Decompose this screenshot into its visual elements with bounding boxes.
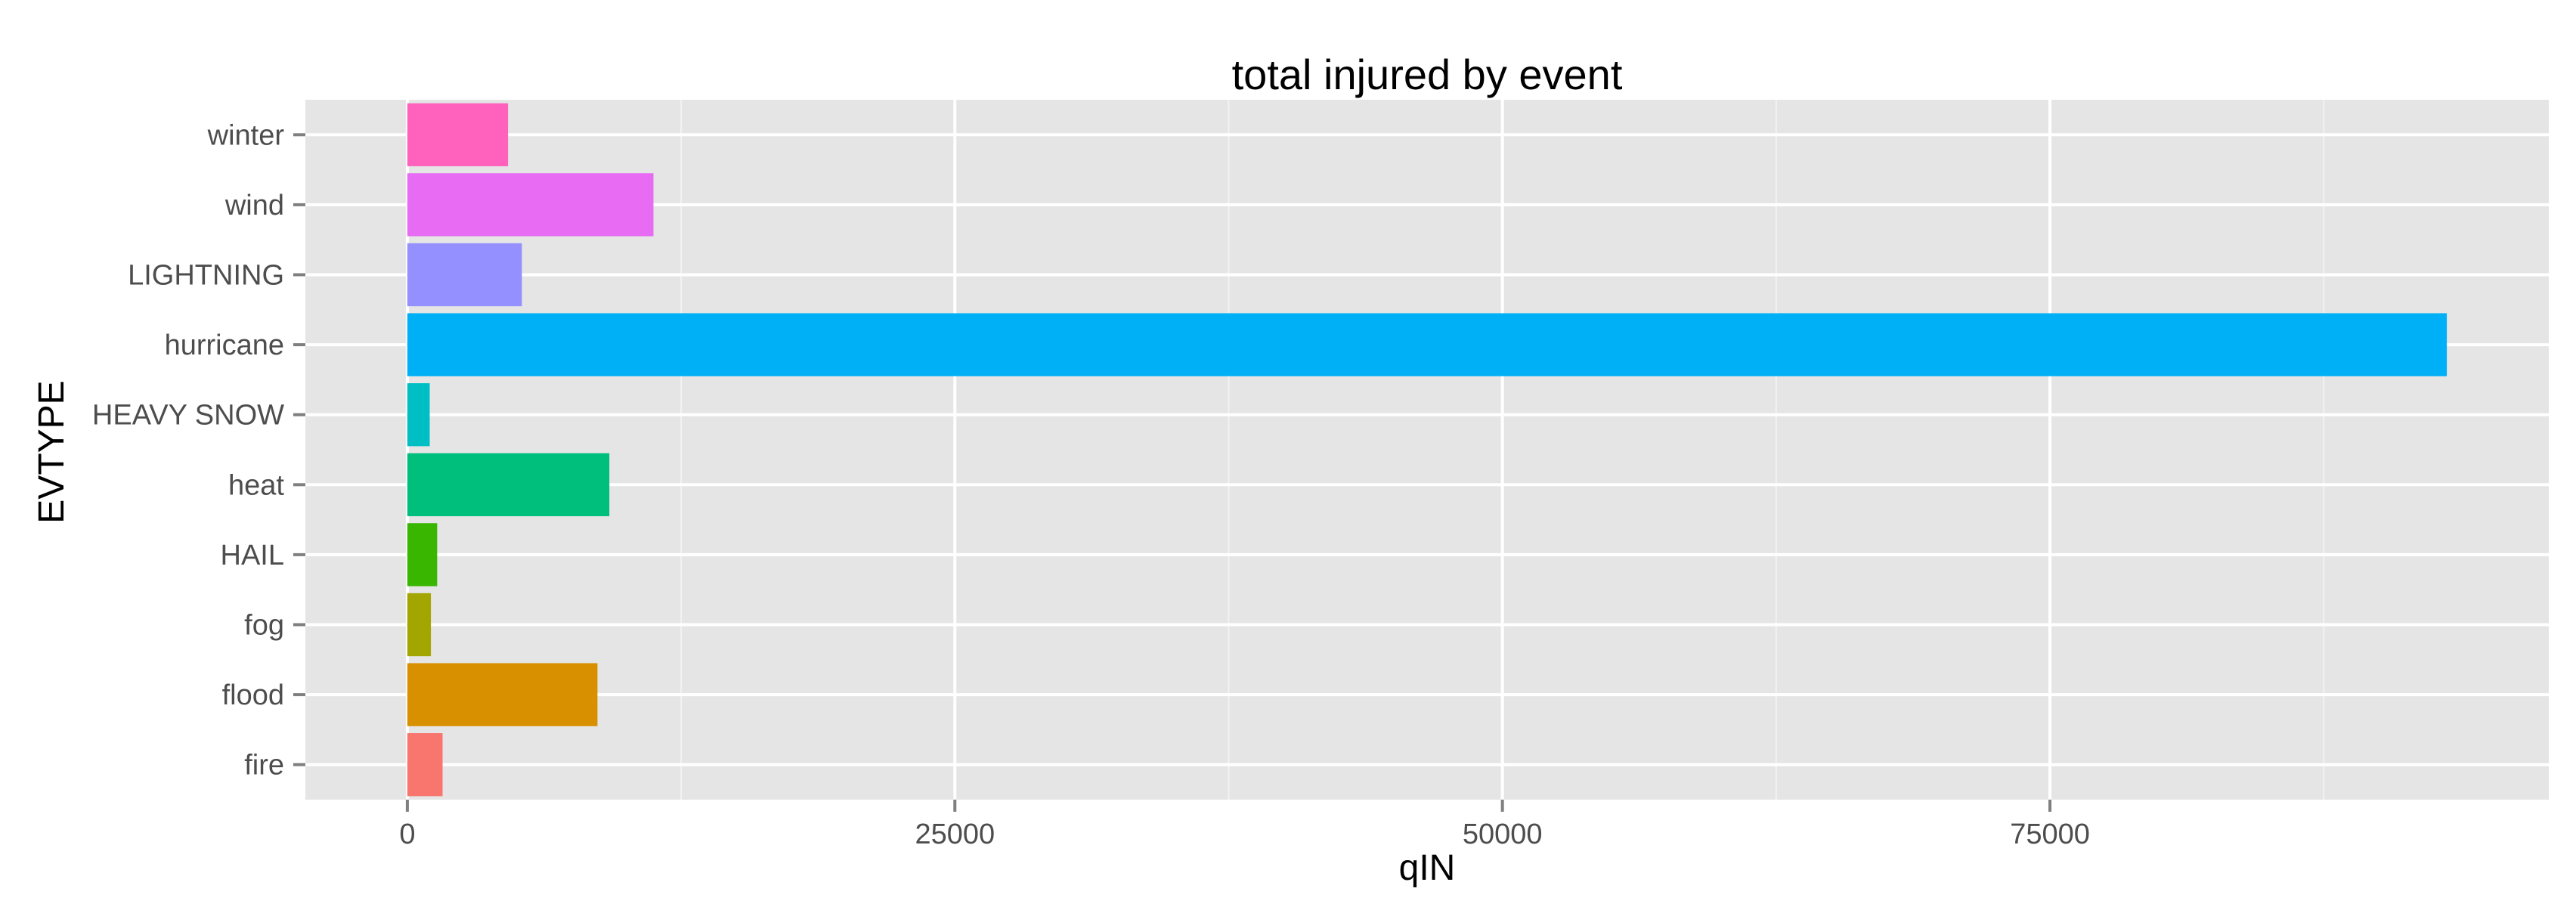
bar-winter [407, 103, 509, 166]
y-axis-title: EVTYPE [32, 380, 72, 523]
y-tick-label: winter [207, 119, 285, 151]
x-tick-label: 25000 [915, 819, 995, 850]
y-tick-label: HAIL [221, 540, 284, 571]
plot-background [305, 100, 2549, 800]
y-axis-ticks: fire flood fog HAIL heat HEAVY SNOW hurricane L… [92, 119, 305, 782]
bar-hurricane [407, 313, 2448, 376]
x-tick-label: 50000 [1463, 819, 1543, 850]
y-tick-label: LIGHTNING [128, 260, 284, 292]
y-tick-label: fog [244, 610, 284, 642]
bar-hail [407, 523, 438, 587]
x-axis-title: qIN [1399, 848, 1456, 888]
chart-title: total injured by event [1232, 51, 1623, 98]
y-tick-label: HEAVY SNOW [92, 400, 284, 432]
y-tick-label: hurricane [165, 330, 284, 361]
x-tick-label: 75000 [2010, 819, 2090, 850]
bars [407, 103, 2448, 797]
bar-flood [407, 663, 598, 726]
y-tick-label: flood [222, 679, 284, 711]
y-tick-label: fire [244, 750, 284, 782]
bar-wind [407, 173, 654, 237]
plot-panel [305, 100, 2549, 800]
bar-heavy-snow [407, 383, 430, 447]
bar-heat [407, 453, 610, 516]
bar-lightning [407, 243, 522, 307]
bar-fog [407, 593, 432, 657]
y-tick-label: wind [224, 190, 284, 221]
y-tick-label: heat [228, 469, 284, 501]
x-axis-ticks: 0 25000 50000 75000 [399, 800, 2090, 850]
x-tick-label: 0 [399, 819, 415, 850]
bar-fire [407, 733, 443, 797]
